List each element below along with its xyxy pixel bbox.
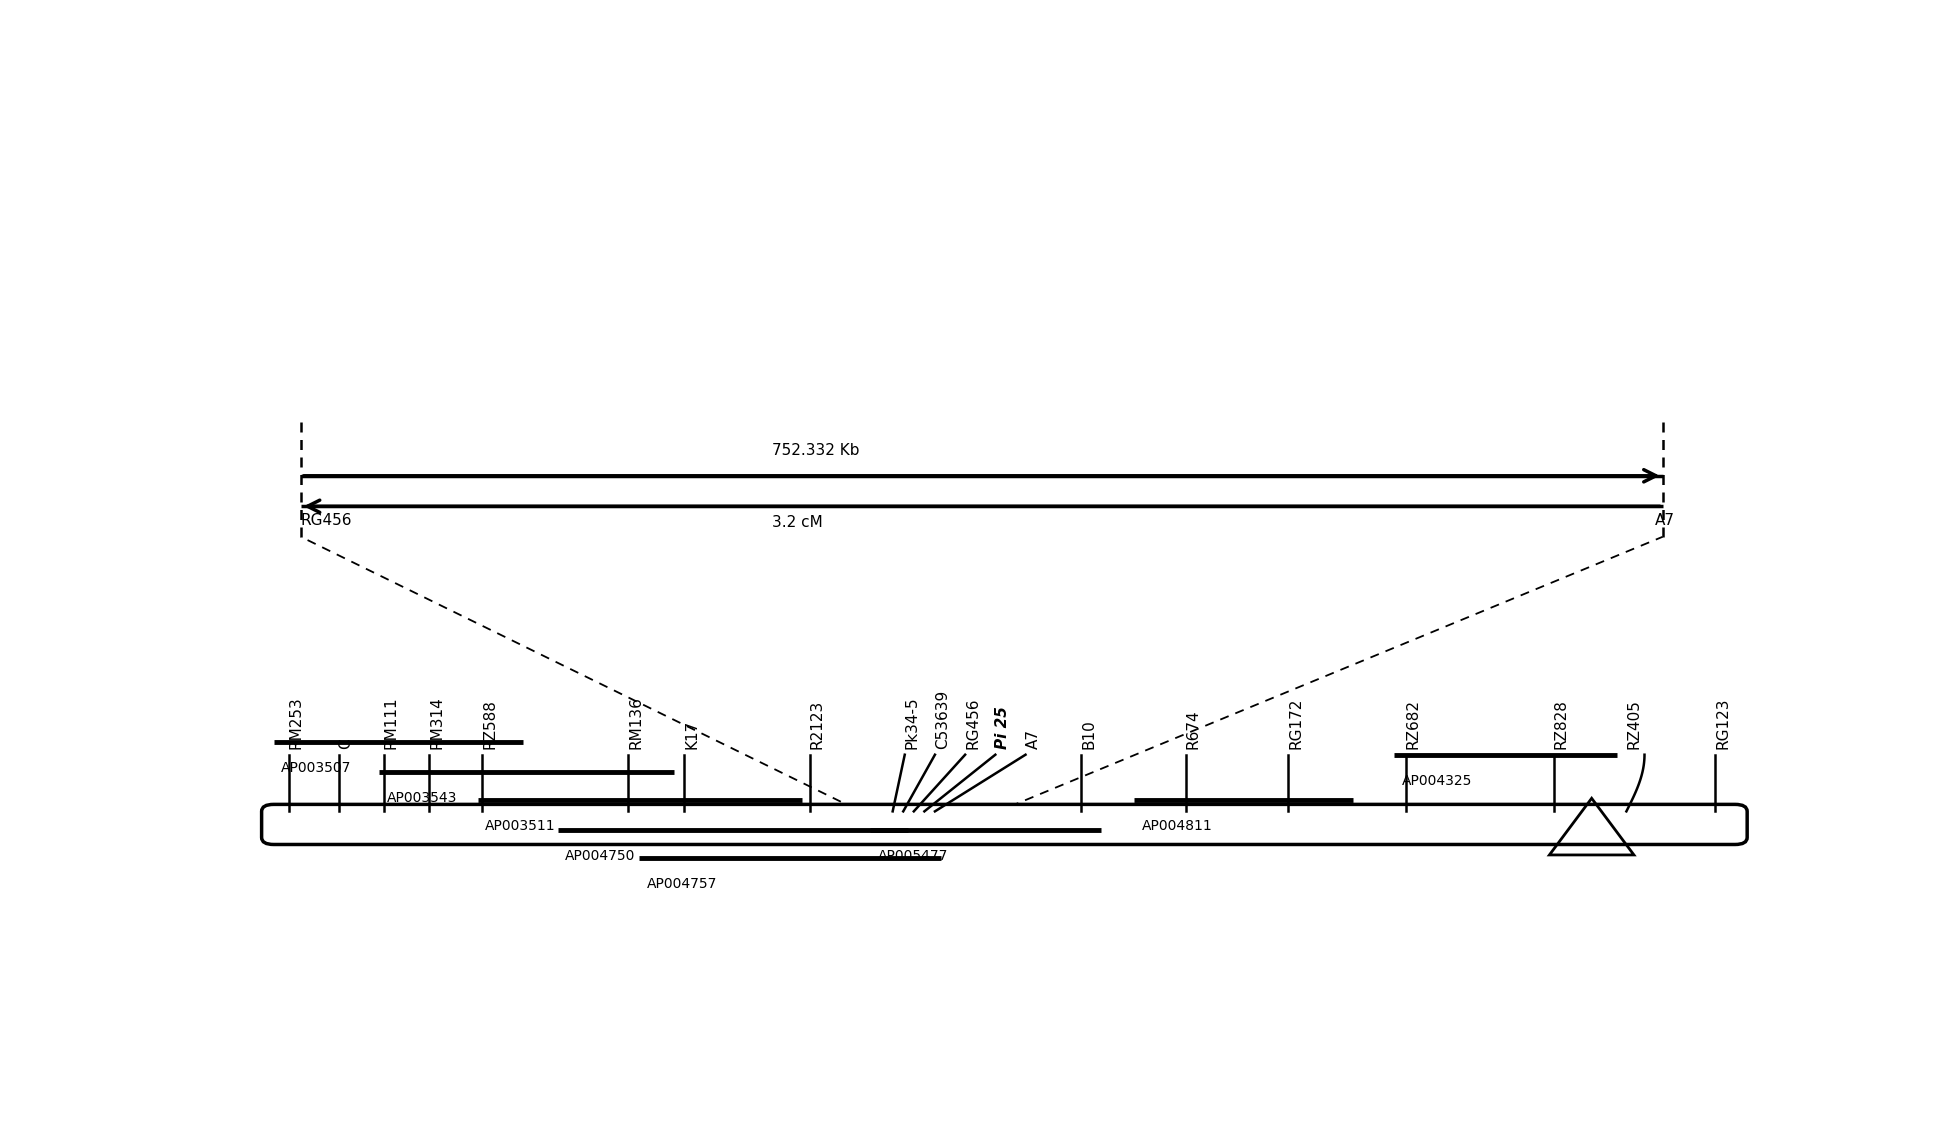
Text: 3.2 cM: 3.2 cM [771,515,822,530]
Text: RZ405: RZ405 [1627,700,1642,749]
Text: AP003543: AP003543 [388,791,458,805]
Text: RG456: RG456 [964,698,980,749]
Text: RZ682: RZ682 [1406,700,1420,749]
Text: AP004325: AP004325 [1401,774,1473,788]
Text: AP004757: AP004757 [647,876,717,891]
Text: A7: A7 [1025,729,1040,749]
FancyBboxPatch shape [261,805,1747,844]
Text: K17: K17 [684,720,699,749]
Text: RZ828: RZ828 [1555,700,1568,749]
Text: R2123: R2123 [810,701,824,749]
Text: RG123: RG123 [1716,698,1730,749]
Text: AP003507: AP003507 [281,761,353,774]
Text: Pk34-5: Pk34-5 [904,697,919,749]
Text: RZ588: RZ588 [481,700,497,749]
Text: Pi 25: Pi 25 [995,706,1011,749]
Text: AP004750: AP004750 [565,849,635,863]
Text: C: C [339,739,355,749]
Text: B10: B10 [1081,720,1097,749]
Text: RG172: RG172 [1288,698,1303,749]
Text: RM136: RM136 [629,696,643,749]
Text: AP004811: AP004811 [1142,820,1212,833]
Text: AP003511: AP003511 [485,820,555,833]
Text: RM314: RM314 [429,696,444,749]
Text: RM253: RM253 [288,696,304,749]
Text: R674: R674 [1186,710,1200,749]
Text: C53639: C53639 [935,691,951,749]
Text: RG456: RG456 [300,513,353,528]
Text: 752.332 Kb: 752.332 Kb [771,444,859,458]
Text: RM111: RM111 [384,697,399,749]
Text: AP005477: AP005477 [877,849,949,863]
Text: A7: A7 [1656,513,1675,528]
